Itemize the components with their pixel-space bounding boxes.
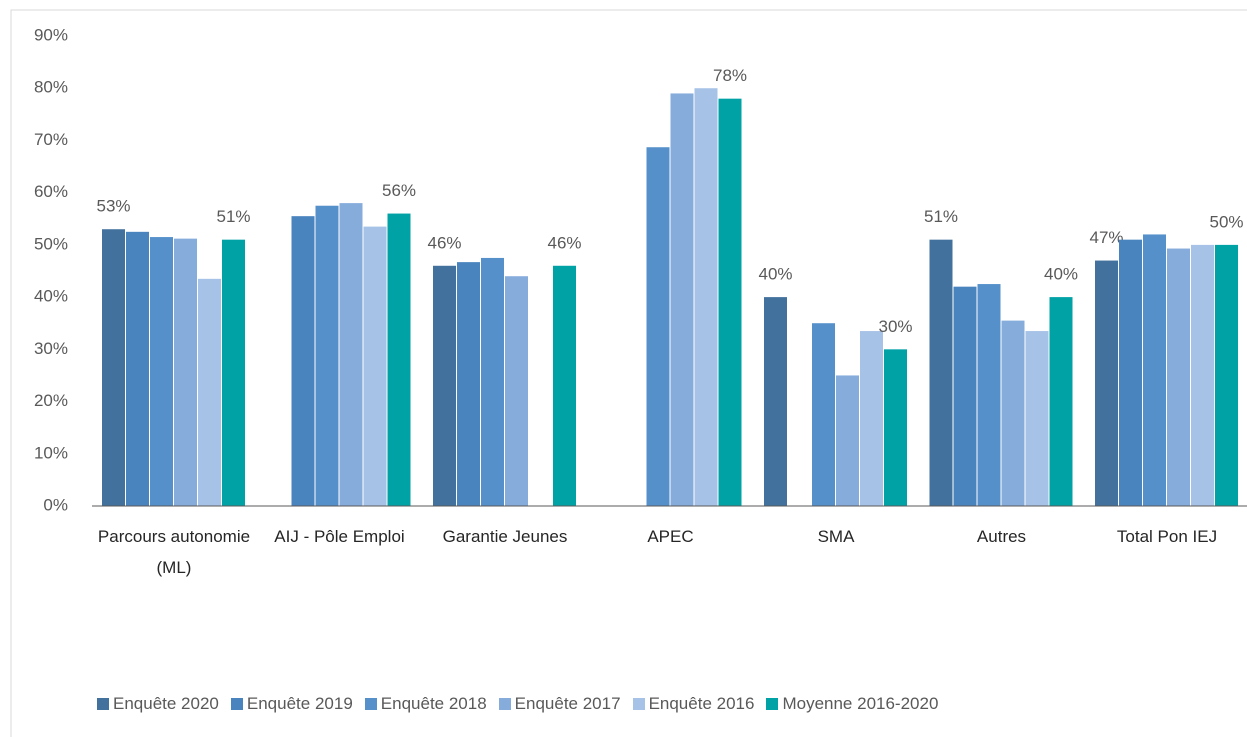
bar [646, 147, 670, 506]
legend-label: Enquête 2020 [113, 694, 219, 713]
data-label: 51% [924, 207, 958, 226]
data-label: 56% [382, 181, 416, 200]
bar [222, 239, 245, 506]
bar [812, 323, 835, 506]
y-tick-label: 30% [34, 339, 68, 358]
legend-label: Enquête 2018 [380, 694, 487, 713]
bar [1143, 234, 1166, 506]
data-label: 40% [1044, 265, 1078, 284]
bar [670, 93, 694, 506]
legend-swatch [766, 698, 779, 710]
data-label: 53% [96, 197, 130, 216]
bar [174, 238, 197, 506]
bar [198, 278, 221, 506]
data-label: 51% [216, 207, 250, 226]
bar [718, 98, 742, 507]
bar [953, 286, 977, 506]
bar [457, 262, 480, 506]
bar [694, 88, 718, 506]
bar [315, 205, 339, 506]
x-tick-label: Autres [976, 527, 1027, 546]
data-label: 30% [878, 317, 912, 336]
legend-item: Enquête 2017 [498, 694, 621, 714]
data-label: 50% [1209, 212, 1243, 231]
bar [150, 237, 173, 507]
bar [1095, 260, 1118, 506]
legend-item: Enquête 2020 [97, 694, 219, 714]
data-label: 46% [427, 233, 461, 252]
data-label: 78% [713, 66, 747, 85]
legend-label: Enquête 2016 [648, 694, 755, 713]
y-tick-label: 20% [34, 391, 68, 410]
legend-swatch [498, 698, 511, 710]
bar [977, 284, 1001, 506]
bar [481, 257, 504, 506]
bar [363, 226, 387, 506]
y-tick-label: 50% [34, 234, 68, 253]
legend-label: Enquête 2017 [514, 694, 621, 713]
x-tick-label: Total Pon IEJ [1116, 527, 1218, 546]
legend-swatch [632, 698, 645, 710]
legend-item: Enquête 2016 [632, 694, 755, 714]
bar [764, 297, 787, 506]
chart-border [10, 9, 1247, 737]
legend-item: Enquête 2019 [230, 694, 353, 714]
bar [860, 331, 883, 506]
bar [884, 349, 907, 506]
data-label: 47% [1089, 228, 1123, 247]
bar [1119, 239, 1142, 506]
bar [1049, 297, 1073, 506]
legend-label: Enquête 2019 [246, 694, 353, 713]
y-tick-label: 40% [34, 287, 68, 306]
y-tick-label: 10% [34, 443, 68, 462]
y-tick-label: 0% [43, 495, 68, 514]
bar [387, 213, 411, 507]
legend: Enquête 2020 Enquête 2019 Enquête 2018 Enqu… [97, 694, 938, 714]
bar [102, 229, 125, 506]
y-tick-label: 70% [34, 130, 68, 149]
bar [505, 276, 528, 506]
bar [433, 265, 456, 506]
legend-item: Moyenne 2016-2020 [766, 694, 938, 714]
legend-swatch [230, 698, 243, 710]
y-tick-label: 90% [34, 25, 68, 44]
bar [1001, 320, 1025, 506]
legend-item: Enquête 2018 [364, 694, 487, 714]
bar [126, 231, 149, 507]
y-tick-label: 60% [34, 182, 68, 201]
bar [339, 203, 363, 506]
x-tick-label: SMA [817, 527, 855, 546]
legend-swatch [364, 698, 377, 710]
legend-swatch [97, 698, 109, 710]
bar [553, 265, 576, 506]
bar [929, 239, 953, 506]
x-tick-label: AIJ - Pôle Emploi [274, 527, 405, 546]
data-label: 46% [547, 233, 581, 252]
legend-label: Moyenne 2016-2020 [782, 694, 939, 713]
bar [1167, 248, 1190, 507]
bar [1215, 244, 1238, 506]
y-tick-label: 80% [34, 78, 68, 97]
x-tick-label: Garantie Jeunes [442, 527, 568, 546]
data-label: 40% [758, 265, 792, 284]
bar [291, 216, 315, 506]
bar [1025, 331, 1049, 506]
x-tick-label: Parcours autonomie (ML) [97, 527, 251, 577]
x-tick-label: APEC [647, 527, 694, 546]
bar [836, 375, 859, 506]
bar [1191, 244, 1214, 506]
